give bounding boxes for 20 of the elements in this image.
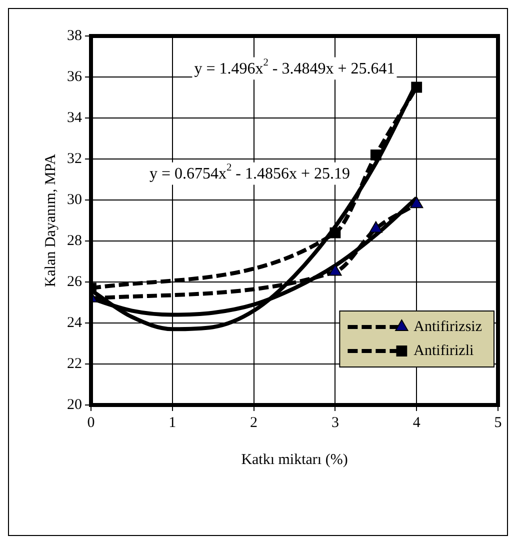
x-tick-label: 2 [250, 414, 258, 431]
x-tick-label: 0 [87, 414, 95, 431]
y-tick-label: 30 [67, 192, 82, 208]
legend-label: Antifirizli [414, 342, 474, 359]
x-axis-title: Katkı miktarı (%) [241, 452, 348, 468]
x-tick-label: 5 [494, 414, 502, 431]
y-tick-label: 22 [67, 356, 82, 372]
legend-label: Antifirizsiz [414, 318, 482, 335]
y-tick-label: 24 [67, 314, 82, 331]
y-tick-label: 36 [67, 68, 82, 85]
y-tick-label: 26 [67, 274, 82, 290]
y-tick-label: 28 [67, 232, 82, 249]
x-tick-label: 4 [412, 414, 421, 431]
y-tick-label: 34 [67, 110, 82, 126]
x-tick-label: 1 [168, 414, 176, 431]
y-axis-title: Kalan Dayanım, MPA [42, 154, 59, 288]
y-tick-label: 32 [67, 150, 82, 167]
y-tick-label: 20 [67, 396, 82, 413]
y-tick-label: 38 [67, 28, 82, 44]
x-tick-label: 3 [331, 414, 339, 431]
